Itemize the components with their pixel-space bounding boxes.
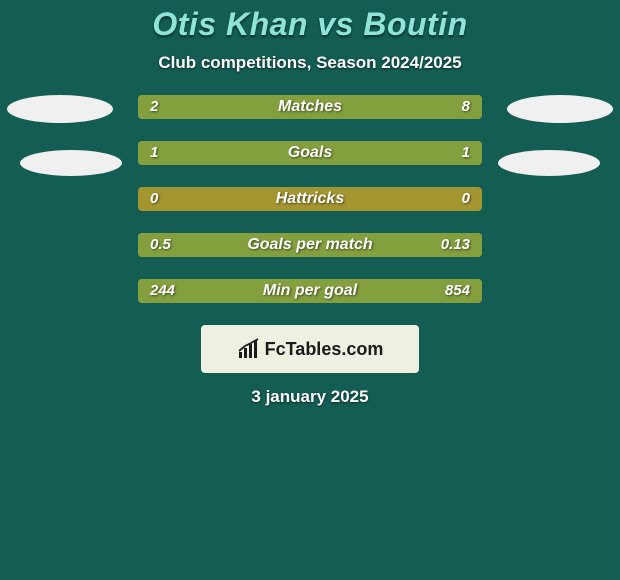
stat-row: 0 0Hattricks	[138, 187, 482, 211]
stat-value-left: 0	[138, 187, 170, 211]
player-left-avatar	[7, 95, 113, 123]
date-label: 3 january 2025	[0, 387, 620, 407]
stat-value-left: 244	[138, 279, 187, 303]
stat-value-right: 8	[450, 95, 482, 119]
club-right-avatar	[498, 150, 600, 176]
stat-row: 244854Min per goal	[138, 279, 482, 303]
player-right-avatar	[507, 95, 613, 123]
stat-value-left: 0.5	[138, 233, 183, 257]
stat-row: 0.50.13Goals per match	[138, 233, 482, 257]
subtitle: Club competitions, Season 2024/2025	[0, 53, 620, 73]
logo-text: FcTables.com	[265, 339, 384, 360]
stat-row: 28Matches	[138, 95, 482, 119]
page-title: Otis Khan vs Boutin	[0, 6, 620, 43]
stat-value-right: 1	[450, 141, 482, 165]
stat-label: Hattricks	[138, 187, 482, 211]
stat-value-right: 854	[433, 279, 482, 303]
stat-row: 11Goals	[138, 141, 482, 165]
club-left-avatar	[20, 150, 122, 176]
chart-icon	[237, 338, 263, 360]
comparison-body: 28Matches11Goals00Hattricks0.50.13Goals …	[0, 95, 620, 303]
stat-fill-right	[200, 95, 482, 119]
stat-rows: 28Matches11Goals00Hattricks0.50.13Goals …	[138, 95, 482, 303]
stat-value-right: 0.13	[429, 233, 482, 257]
fctables-logo[interactable]: FcTables.com	[201, 325, 419, 373]
stat-value-left: 2	[138, 95, 170, 119]
comparison-card: Otis Khan vs Boutin Club competitions, S…	[0, 0, 620, 580]
stat-value-right: 0	[450, 187, 482, 211]
stat-value-left: 1	[138, 141, 170, 165]
